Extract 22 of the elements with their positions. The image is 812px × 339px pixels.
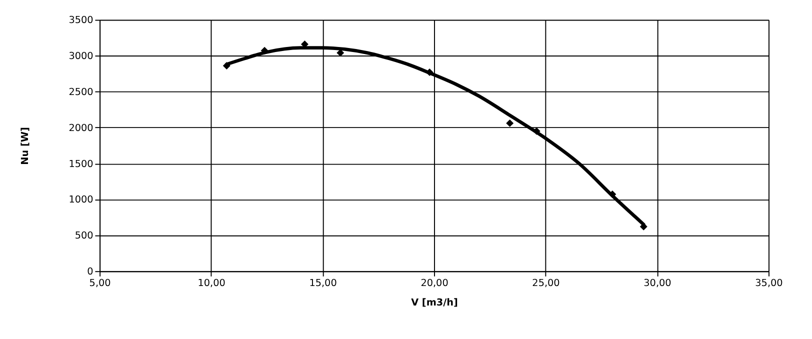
x-tick-label: 10,00: [198, 278, 226, 290]
y-tick-label: 1000: [68, 194, 94, 206]
x-axis-title: V [m3/h]: [411, 297, 458, 308]
point: [260, 46, 268, 54]
y-tick-label: 2500: [68, 86, 94, 98]
x-tick-label: 30,00: [644, 278, 672, 290]
x-tick-label: 5,00: [89, 278, 111, 290]
y-axis-title: Nu [W]: [20, 127, 32, 165]
y-tick-label: 0: [87, 266, 94, 278]
point: [532, 127, 540, 135]
x-tick-label: 20,00: [420, 278, 448, 290]
x-tick-label: 25,00: [532, 278, 560, 290]
point: [506, 119, 514, 127]
x-tick-label: 15,00: [309, 278, 337, 290]
point: [222, 62, 230, 70]
y-tick-label: 500: [74, 230, 94, 242]
y-tick-label: 1500: [68, 158, 94, 170]
y-tick-label: 3500: [68, 15, 94, 26]
y-tick-label: 3000: [68, 51, 94, 62]
x-tick-label: 35,00: [755, 278, 783, 290]
y-tick-label: 2000: [68, 122, 94, 134]
point: [608, 190, 616, 198]
